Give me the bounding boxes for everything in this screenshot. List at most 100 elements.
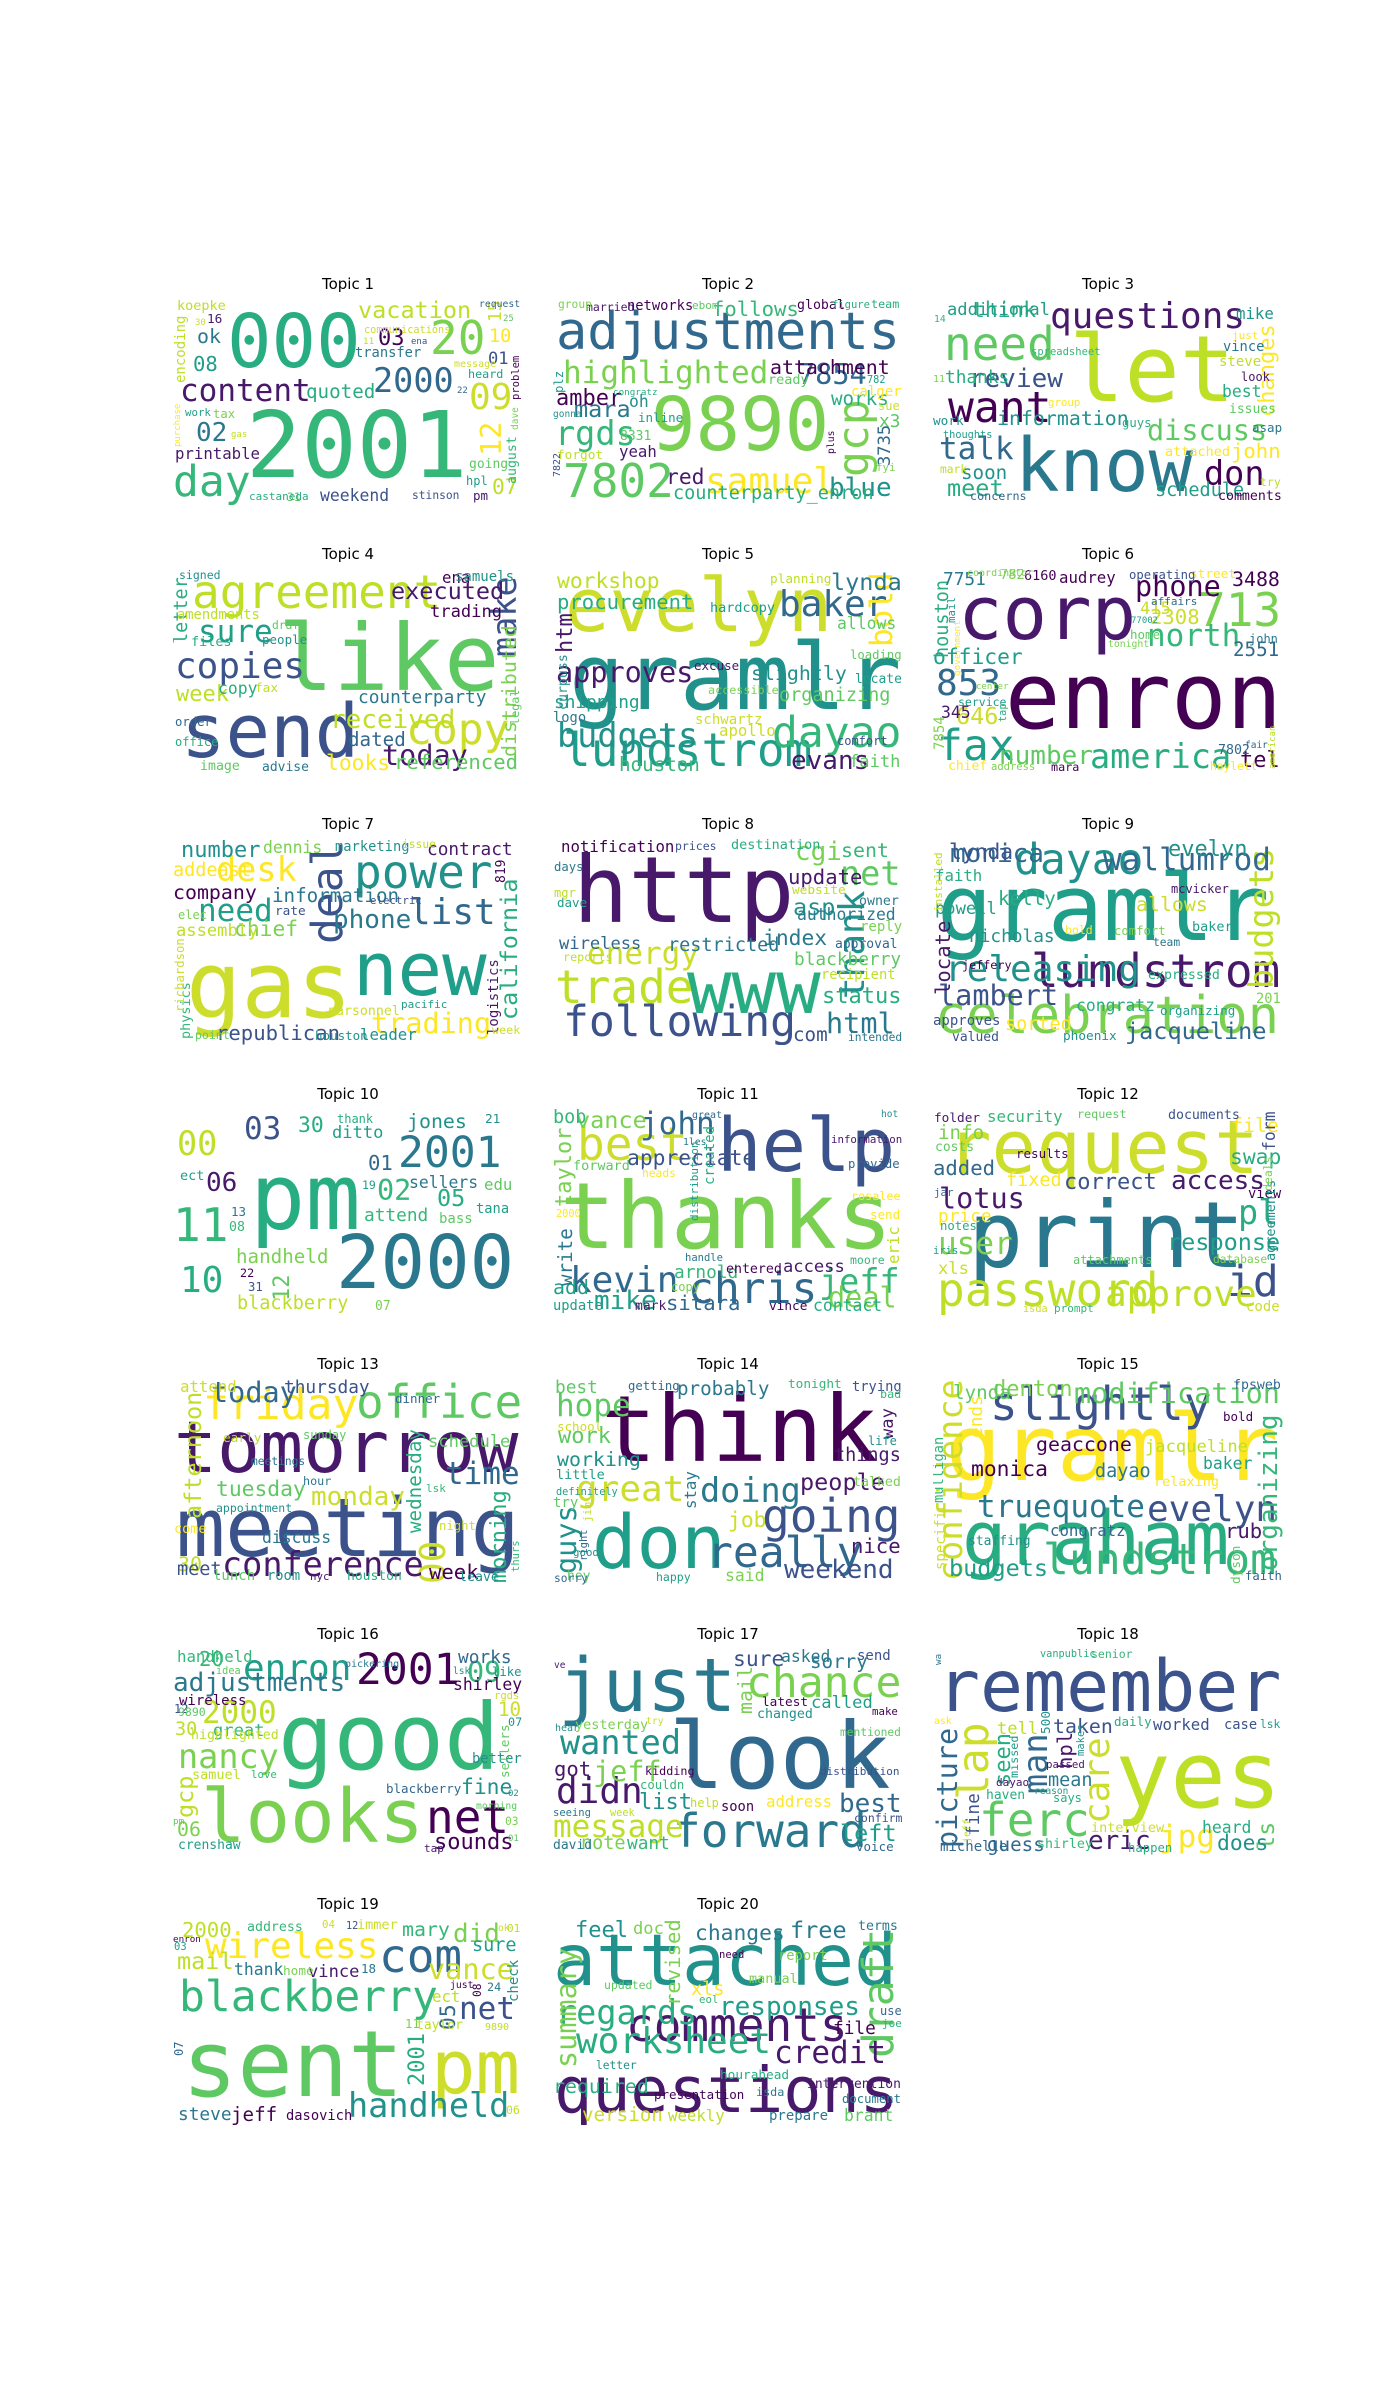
cloud-word: sellers: [498, 1724, 513, 1778]
cloud-word: www: [687, 945, 821, 1031]
cloud-word: dated: [348, 728, 406, 751]
cloud-word: kidding: [645, 1764, 695, 1778]
word-cloud: think don going really great doing hope guys wee…: [553, 1379, 903, 1585]
cloud-word: faith: [1245, 1569, 1282, 1583]
cloud-word: isda: [1023, 1303, 1048, 1315]
cloud-word: info: [938, 1121, 985, 1144]
cloud-word: vanpublic: [1040, 1649, 1096, 1660]
cloud-word: latest: [762, 1695, 809, 1710]
cloud-word: houston: [619, 753, 700, 775]
cloud-word: officer: [933, 645, 1023, 670]
cloud-word: best: [1222, 382, 1262, 401]
cloud-word: tell: [997, 1719, 1039, 1739]
cloud-word: ready: [768, 372, 809, 388]
cloud-word: office: [175, 735, 219, 749]
cloud-word: 20: [199, 1649, 224, 1671]
cloud-word: number: [999, 741, 1093, 771]
cloud-word: entered: [726, 1262, 782, 1277]
cloud-word: congratz: [613, 387, 658, 398]
cloud-word: bold: [1223, 1409, 1254, 1424]
cloud-word: pickering: [345, 1659, 400, 1670]
cloud-word: taylor: [416, 2018, 463, 2033]
cloud-word: interview: [1091, 1820, 1165, 1836]
cloud-word: terms: [858, 1919, 898, 1934]
cloud-word: evelyn: [1168, 839, 1248, 862]
cloud-word: 03: [244, 1111, 282, 1147]
cloud-word: destination: [731, 839, 821, 853]
cloud-word: distribution: [688, 1141, 701, 1221]
cloud-word: problem: [510, 355, 522, 400]
cloud-word: send: [870, 1207, 901, 1222]
cloud-word: attached: [553, 1919, 898, 2002]
cloud-word: thurs: [510, 1540, 522, 1572]
cloud-word: figure: [832, 299, 870, 311]
word-cloud: gramlr evelyn lundstrom dayao baker budgets bo…: [553, 569, 903, 775]
cloud-word: net: [459, 1991, 515, 2027]
cloud-word: calger: [851, 384, 902, 400]
cloud-word: form: [1260, 1111, 1279, 1151]
cloud-word: installed: [933, 852, 945, 912]
cloud-word: immer: [357, 1919, 398, 1933]
cloud-word: brant: [844, 2106, 894, 2125]
cloud-word: files: [191, 634, 232, 650]
cloud-word: parsonnel: [328, 1004, 400, 1019]
cloud-word: nyc: [310, 1570, 330, 1583]
cloud-word: desk: [216, 850, 297, 889]
cloud-word: jeff: [231, 2103, 278, 2125]
cloud-word: need: [944, 317, 1055, 371]
cloud-word: distribution: [820, 1765, 900, 1778]
cloud-word: eric: [1088, 1826, 1151, 1855]
cloud-word: isda: [756, 2085, 785, 2099]
cloud-word: hear: [555, 1723, 580, 1734]
cloud-word: jacqueline: [1145, 1437, 1248, 1457]
cloud-word: attachments: [1073, 1253, 1153, 1267]
cloud-word: created: [702, 1125, 718, 1185]
word-cloud: 2001 000 20 day 09 2000 content 12 02 vacation 03 0…: [173, 299, 523, 505]
cloud-word: 07: [508, 1715, 523, 1729]
cloud-word: looks: [201, 1774, 424, 1855]
topic-panel: Topic 7 gas new power deal list desk need tradin…: [173, 815, 523, 1051]
cloud-word: jacqueline: [1125, 1017, 1267, 1045]
cloud-word: jeff: [819, 1262, 900, 1301]
cloud-word: 10: [180, 1260, 224, 1301]
cloud-word: remember: [937, 1649, 1282, 1728]
cloud-word: best: [577, 1117, 688, 1171]
topic-title: Topic 20: [697, 1895, 759, 1913]
cloud-word: 2000: [556, 1208, 581, 1220]
cloud-word: hardcopy: [710, 600, 776, 616]
cloud-word: meetings: [251, 1455, 306, 1468]
cloud-word: issue: [402, 839, 436, 851]
cloud-word: mara: [1051, 760, 1080, 774]
cloud-word: look: [669, 1703, 891, 1810]
cloud-word: mean: [1048, 1770, 1093, 1791]
cloud-word: 19: [362, 1178, 376, 1192]
cloud-word: 20: [430, 311, 486, 365]
cloud-word: list: [409, 892, 496, 933]
cloud-word: gramlr: [946, 1395, 1279, 1502]
cloud-word: want: [948, 383, 1052, 433]
cloud-word: 22: [457, 386, 468, 396]
cloud-word: referenced: [394, 750, 518, 774]
cloud-word: works: [831, 387, 889, 410]
cloud-word: service: [958, 695, 1007, 709]
cloud-word: energy: [587, 936, 699, 972]
cloud-word: day: [173, 457, 251, 505]
cloud-word: index: [763, 926, 828, 951]
cloud-word: prepare: [769, 2108, 829, 2124]
topic-panel: Topic 5 gramlr evelyn lundstrom dayao baker bu…: [553, 545, 903, 781]
cloud-word: htm: [553, 613, 578, 653]
cloud-word: sent: [841, 839, 889, 862]
cloud-word: concerns: [970, 489, 1027, 503]
cloud-word: best: [839, 1789, 902, 1819]
cloud-word: 13: [231, 1204, 247, 1219]
cloud-word: powell: [935, 899, 997, 919]
cloud-word: sure: [733, 1649, 785, 1672]
cloud-word: america: [1090, 737, 1232, 775]
cloud-word: pm: [250, 1144, 361, 1251]
cloud-word: 01: [507, 1922, 521, 1935]
cloud-word: asap: [1252, 420, 1283, 435]
cloud-word: procurement: [557, 590, 694, 614]
cloud-word: going: [762, 1489, 901, 1543]
cloud-word: notification: [561, 839, 675, 856]
cloud-word: mulligan: [933, 1436, 947, 1503]
